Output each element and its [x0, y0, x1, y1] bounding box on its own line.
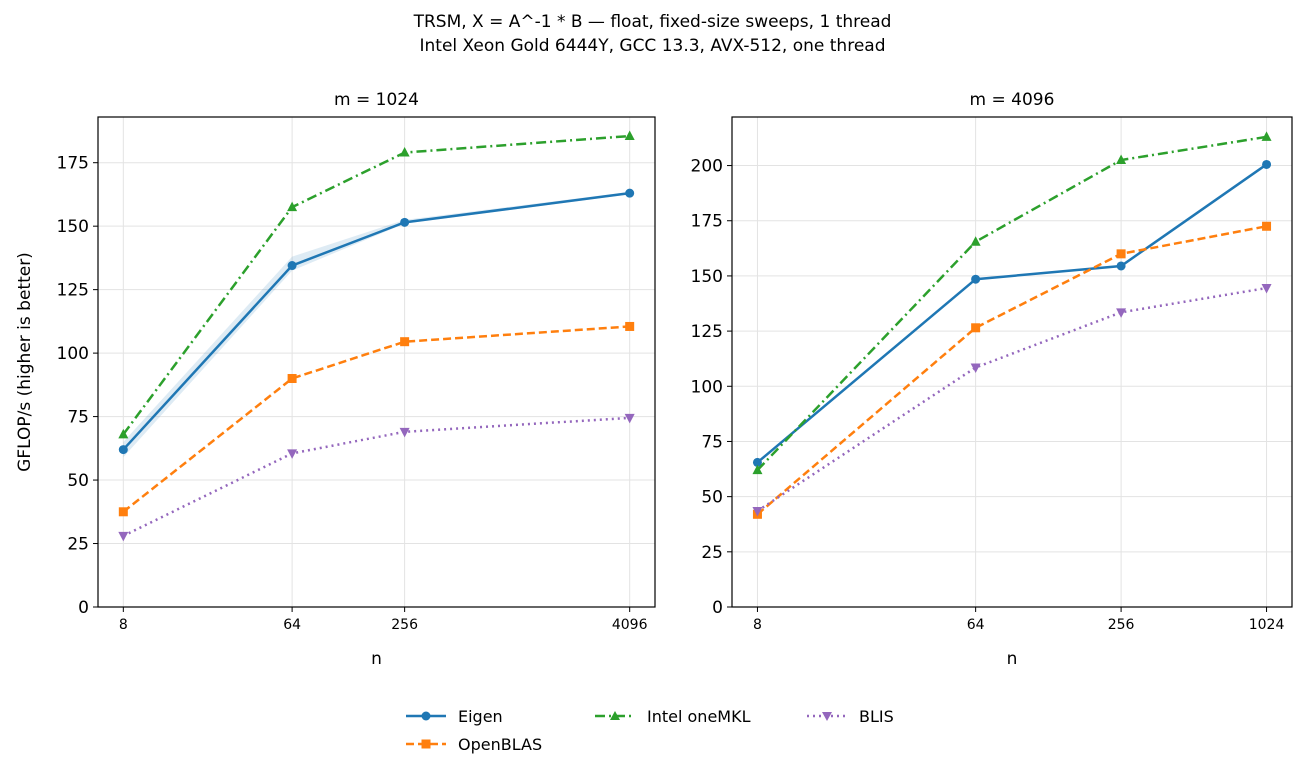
plot-frame — [731, 116, 1293, 608]
series-line-eigen — [756, 163, 1268, 464]
y-tick-label: 75 — [701, 432, 723, 452]
y-tick-label: 100 — [691, 377, 723, 397]
x-axis-label: n — [1007, 649, 1018, 669]
data-point-eigen — [1262, 159, 1272, 169]
data-point-eigen — [400, 217, 410, 227]
legend-item-openblas: OpenBLAS — [404, 733, 542, 755]
legend: Eigen OpenBLAS Intel oneMKL BLIS — [404, 705, 924, 759]
data-point-blis — [1261, 284, 1272, 294]
data-point-intel-onemkl — [1116, 154, 1127, 165]
data-point-blis — [1116, 308, 1127, 318]
figure-title-line-2: Intel Xeon Gold 6444Y, GCC 13.3, AVX-512… — [419, 36, 886, 56]
figure-title-line-1: TRSM, X = A^-1 * B — float, fixed-size s… — [413, 12, 892, 32]
series-openblas — [752, 221, 1272, 519]
data-point-openblas — [287, 374, 297, 384]
data-point-eigen — [752, 457, 762, 467]
legend-swatch-intel-onemkl — [595, 711, 635, 720]
data-point-openblas — [971, 323, 981, 333]
data-point-eigen — [971, 274, 981, 284]
y-tick-label: 50 — [701, 488, 723, 508]
x-tick-label: 64 — [967, 617, 985, 633]
data-point-intel-onemkl — [970, 236, 981, 246]
data-point-openblas — [1262, 221, 1272, 231]
y-tick-label: 150 — [57, 217, 89, 237]
y-tick-label: 0 — [78, 598, 89, 618]
legend-swatch-blis — [807, 712, 847, 721]
data-point-openblas — [118, 507, 128, 517]
panel-title: m = 1024 — [334, 90, 419, 110]
y-tick-label: 25 — [67, 535, 89, 555]
series-line-openblas — [756, 225, 1267, 516]
data-point-intel-onemkl — [287, 201, 298, 212]
data-point-intel-onemkl — [118, 428, 129, 439]
series-band-eigen — [123, 191, 630, 458]
x-tick-label: 1024 — [1249, 617, 1285, 633]
y-tick-label: 50 — [67, 471, 89, 491]
data-point-blis — [624, 413, 635, 424]
data-point-eigen — [287, 261, 297, 271]
y-tick-label: 175 — [57, 154, 89, 174]
legend-swatch-eigen — [406, 711, 446, 721]
legend-label-blis: BLIS — [859, 706, 894, 726]
data-point-openblas — [1116, 249, 1126, 259]
y-tick-label: 25 — [701, 543, 723, 563]
panel-title: m = 4096 — [970, 90, 1055, 110]
data-point-blis — [287, 449, 298, 459]
data-point-blis — [970, 363, 981, 374]
series-line-openblas — [122, 325, 630, 513]
y-tick-label: 0 — [712, 598, 723, 618]
plot-frame — [97, 116, 656, 608]
data-point-blis — [118, 531, 129, 542]
data-point-intel-onemkl — [624, 130, 635, 141]
y-tick-label: 125 — [691, 322, 723, 342]
data-point-eigen — [118, 445, 128, 455]
y-tick-label: 75 — [67, 408, 89, 428]
data-point-openblas — [400, 337, 410, 347]
data-point-intel-onemkl — [752, 464, 763, 475]
series-eigen — [118, 188, 635, 458]
series-line-eigen — [122, 191, 630, 451]
series-eigen — [752, 159, 1272, 467]
x-tick-label: 64 — [283, 617, 301, 633]
legend-item-eigen: Eigen — [404, 705, 503, 727]
data-point-eigen — [1116, 261, 1126, 271]
data-point-intel-onemkl — [1261, 131, 1272, 141]
x-tick-label: 256 — [391, 617, 418, 633]
data-point-eigen — [625, 188, 635, 198]
series-line-intel-onemkl — [122, 134, 630, 436]
series-openblas — [118, 321, 635, 517]
x-tick-label: 8 — [753, 617, 762, 633]
y-tick-label: 200 — [691, 157, 723, 177]
x-axis-label: n — [371, 649, 382, 669]
data-point-blis — [399, 427, 410, 438]
y-tick-label: 125 — [57, 281, 89, 301]
data-point-blis — [752, 506, 763, 517]
x-tick-label: 256 — [1108, 617, 1135, 633]
y-axis-label: GFLOP/s (higher is better) — [15, 252, 35, 472]
panel-1: 0 25 50 75 100 125 150 175 8 64 256 4096 m = 1024 n GF… — [15, 90, 656, 669]
panel-2: 0 25 50 75 100 125 150 175 200 8 64 256 1024 m = 4096… — [691, 90, 1293, 669]
series-intel-onemkl — [118, 130, 635, 439]
legend-item-blis: BLIS — [805, 705, 894, 727]
data-point-intel-onemkl — [399, 147, 410, 157]
series-line-blis — [122, 416, 630, 538]
y-tick-label: 175 — [691, 212, 723, 232]
x-tick-label: 4096 — [612, 617, 648, 633]
series-intel-onemkl — [752, 131, 1272, 475]
x-tick-label: 8 — [119, 617, 128, 633]
legend-label-intel-onemkl: Intel oneMKL — [647, 706, 751, 726]
y-tick-label: 150 — [691, 267, 723, 287]
series-line-intel-onemkl — [756, 135, 1267, 472]
legend-label-openblas: OpenBLAS — [458, 734, 543, 754]
legend-label-eigen: Eigen — [458, 706, 503, 726]
series-blis — [118, 413, 635, 542]
series-blis — [752, 284, 1272, 517]
y-tick-label: 100 — [57, 344, 89, 364]
legend-item-intel-onemkl: Intel oneMKL — [593, 705, 751, 727]
legend-swatch-openblas — [406, 739, 446, 749]
data-point-openblas — [625, 321, 635, 331]
